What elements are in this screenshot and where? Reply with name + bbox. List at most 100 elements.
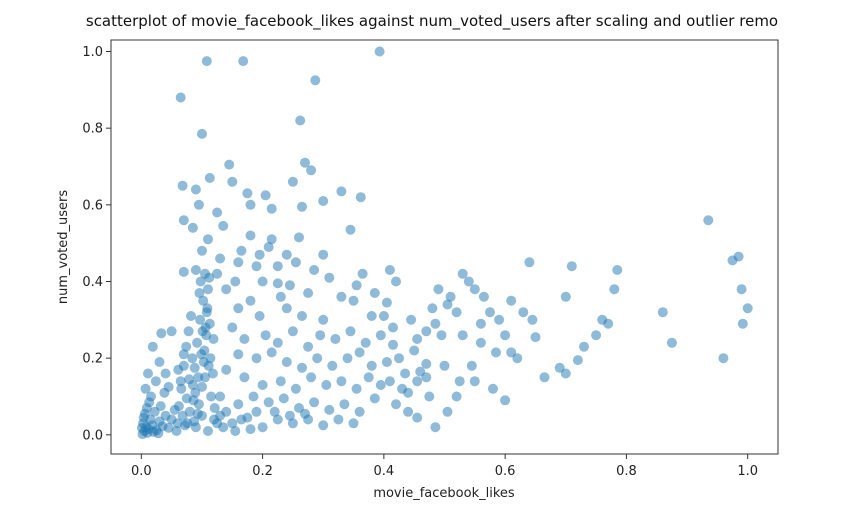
scatter-point	[363, 372, 374, 383]
scatter-point	[355, 192, 366, 203]
scatter-point	[146, 391, 156, 402]
scatter-point	[193, 199, 204, 210]
scatter-point	[239, 334, 250, 344]
scatter-point	[197, 128, 207, 139]
scatter-point	[375, 380, 386, 390]
scatter-point	[266, 234, 277, 245]
scatter-point	[284, 280, 295, 291]
scatter-point	[500, 330, 511, 341]
scatter-point	[384, 376, 395, 387]
scatter-point	[378, 311, 389, 321]
scatter-point	[236, 414, 247, 425]
scatter-point	[336, 291, 347, 302]
scatter-point	[195, 314, 206, 325]
scatter-point	[330, 334, 341, 344]
scatter-point	[287, 176, 298, 187]
scatter-point	[269, 406, 280, 417]
scatter-point	[263, 397, 274, 408]
scatter-point	[197, 326, 208, 337]
scatter-point	[257, 380, 268, 390]
scatter-point	[512, 353, 523, 364]
scatter-point	[391, 276, 401, 287]
scatter-point	[303, 341, 314, 352]
scatter-point	[192, 408, 203, 419]
scatter-point	[430, 422, 441, 433]
scatter-point	[272, 337, 283, 348]
scatter-point	[227, 418, 238, 429]
y-axis-label: num_voted_users	[56, 190, 71, 304]
scatter-point	[208, 334, 219, 344]
scatter-point	[294, 232, 304, 243]
scatter-point	[348, 295, 359, 306]
scatter-point	[457, 330, 468, 341]
scatter-point	[366, 311, 377, 321]
x-tick-label: 0.0	[131, 464, 152, 479]
x-tick-label: 0.8	[616, 464, 637, 479]
scatter-point	[388, 322, 398, 333]
scatter-point	[666, 337, 677, 348]
scatter-point	[178, 215, 189, 226]
scatter-point	[178, 266, 189, 277]
scatter-point	[345, 224, 356, 235]
scatter-point	[742, 303, 753, 314]
scatter-point	[203, 426, 213, 436]
scatter-point	[572, 355, 583, 366]
scatter-point	[227, 176, 238, 187]
scatter-point	[136, 422, 147, 433]
scatter-point	[212, 268, 223, 279]
scatter-point	[354, 347, 365, 358]
scatter-point	[138, 412, 149, 423]
scatter-point	[579, 341, 589, 352]
scatter-point	[469, 284, 480, 295]
scatter-point	[209, 403, 220, 413]
scatter-point	[318, 314, 329, 325]
scatter-point	[300, 408, 310, 419]
scatter-point	[198, 295, 209, 306]
scatter-point	[327, 360, 338, 371]
scatter-point	[281, 249, 292, 260]
scatter-point	[207, 368, 218, 379]
scatter-point	[166, 326, 177, 337]
scatter-point	[351, 280, 362, 291]
scatter-point	[178, 360, 189, 371]
scatter-point	[342, 353, 353, 364]
scatter-point	[310, 75, 321, 86]
scatter-point	[190, 387, 201, 398]
scatter-point	[506, 295, 517, 306]
scatter-point	[221, 406, 232, 417]
scatter-point	[424, 391, 435, 402]
scatter-point	[215, 253, 226, 264]
scatter-point	[177, 180, 188, 191]
scatter-point	[215, 391, 226, 402]
scatter-point	[209, 414, 220, 425]
scatter-point	[196, 349, 207, 360]
scatter-point	[233, 303, 244, 314]
scatter-point	[451, 307, 462, 318]
scatter-point	[254, 311, 265, 321]
scatter-point	[251, 261, 262, 272]
scatter-point	[463, 276, 474, 287]
scatter-point	[421, 326, 432, 337]
scatter-point	[321, 380, 332, 390]
scatter-point	[204, 173, 215, 183]
scatter-point	[451, 391, 462, 402]
scatter-point	[175, 92, 186, 103]
scatter-point	[236, 245, 247, 256]
x-tick-label: 0.6	[495, 464, 516, 479]
scatter-point	[257, 276, 268, 287]
scatter-point	[366, 360, 377, 371]
scatter-point	[260, 190, 271, 201]
scatter-point	[194, 288, 205, 298]
scatter-point	[218, 220, 229, 231]
scatter-point	[287, 418, 298, 429]
scatter-point	[251, 406, 262, 417]
y-tick-label: 0.8	[82, 122, 103, 137]
scatter-point	[403, 406, 414, 417]
scatter-point	[421, 358, 432, 369]
y-tick-label: 0.4	[82, 275, 103, 290]
scatter-point	[297, 311, 307, 321]
scatter-point	[266, 347, 277, 358]
scatter-point	[171, 426, 182, 436]
scatter-point	[233, 257, 244, 268]
scatter-point	[254, 249, 265, 260]
